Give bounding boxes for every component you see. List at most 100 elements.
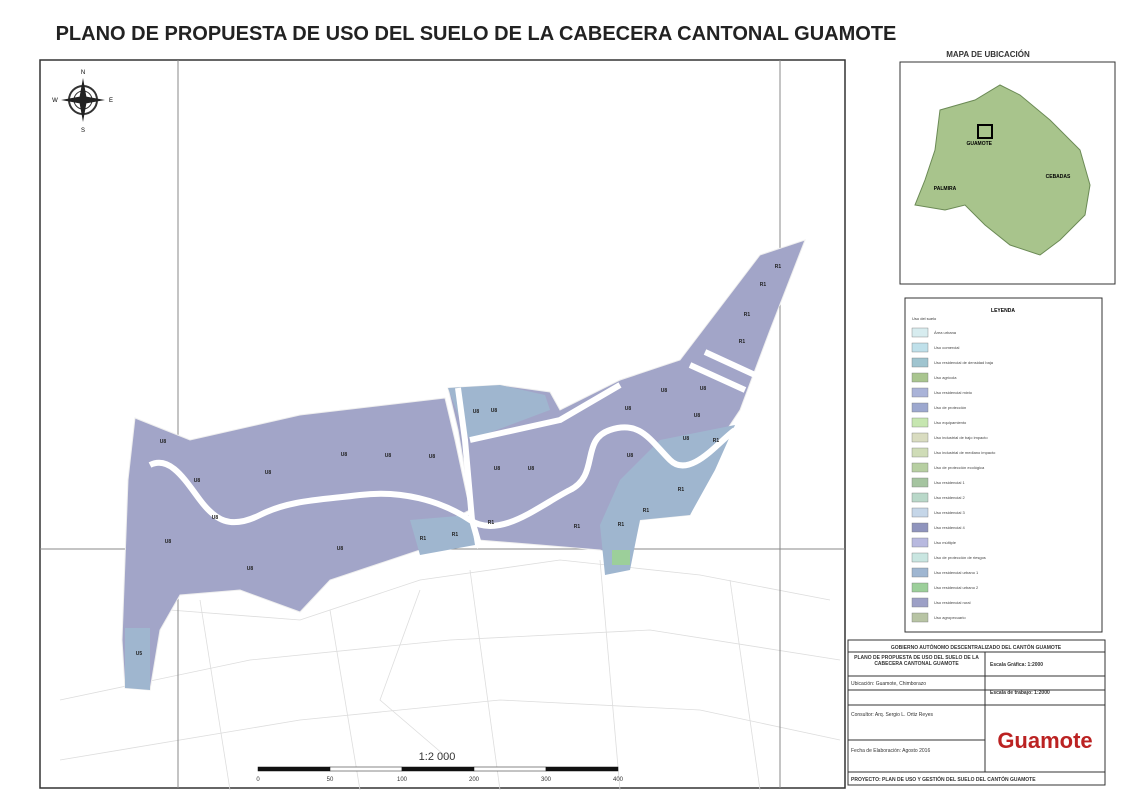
consultant: Consultor: Arq. Sergio L. Ortiz Reyes xyxy=(851,712,933,718)
zone-label: U8 xyxy=(160,439,167,445)
scale-segment xyxy=(258,767,330,771)
legend-swatch xyxy=(912,568,928,577)
plan-box: PLANO DE PROPUESTA DE USO DEL SUELO DE L… xyxy=(850,655,983,675)
zone-label: U8 xyxy=(265,470,272,476)
zone-label: U8 xyxy=(212,515,219,521)
scale-segment xyxy=(546,767,618,771)
zone-label: R1 xyxy=(574,524,581,530)
legend-subtitle: Uso del suelo xyxy=(912,316,937,321)
legend-swatch xyxy=(912,433,928,442)
legend-swatch xyxy=(912,523,928,532)
zone-label: U8 xyxy=(627,453,634,459)
zone-label: U8 xyxy=(683,436,690,442)
project: PROYECTO: PLAN DE USO Y GESTIÓN DEL SUEL… xyxy=(851,775,1036,783)
zone-label: R1 xyxy=(618,522,625,528)
legend-label: Uso industrial de bajo impacto xyxy=(934,435,988,440)
zone-label: U8 xyxy=(165,539,172,545)
zone-label: R1 xyxy=(678,487,685,493)
inset-title: MAPA DE UBICACIÓN xyxy=(946,50,1030,59)
north-label: N xyxy=(81,70,85,76)
legend-label: Uso múltiple xyxy=(934,540,957,545)
legend-swatch xyxy=(912,583,928,592)
logo: Guamote xyxy=(997,728,1092,753)
zone-label: R1 xyxy=(488,520,495,526)
legend-label: Uso agropecuario xyxy=(934,615,966,620)
title: PLANO DE PROPUESTA DE USO DEL SUELO DE L… xyxy=(56,23,897,45)
legend-swatch xyxy=(912,613,928,622)
zone-label: R1 xyxy=(744,312,751,318)
legend-swatch xyxy=(912,493,928,502)
zone-label: U8 xyxy=(473,409,480,415)
legend-swatch xyxy=(912,388,928,397)
zone-label: R1 xyxy=(643,508,650,514)
legend-swatch xyxy=(912,373,928,382)
scale-text: 1:2 000 xyxy=(419,751,456,763)
scale-label: 300 xyxy=(541,777,552,783)
zone-label: U8 xyxy=(694,413,701,419)
zone-label: U8 xyxy=(337,546,344,552)
legend-label: Uso industrial de mediano impacto xyxy=(934,450,996,455)
institution: GOBIERNO AUTÓNOMO DESCENTRALIZADO DEL CA… xyxy=(891,643,1062,651)
legend-label: Uso residencial de densidad baja xyxy=(934,360,994,365)
legend-label: Uso de protección ecológica xyxy=(934,465,985,470)
place-label: GUAMOTE xyxy=(966,141,992,147)
zone-label: U8 xyxy=(491,408,498,414)
east-label: E xyxy=(109,98,113,104)
legend-swatch xyxy=(912,598,928,607)
scale-label: 400 xyxy=(613,777,624,783)
zone-label: R1 xyxy=(420,536,427,542)
zone-label: R1 xyxy=(452,532,459,538)
zone-label: U8 xyxy=(700,386,707,392)
legend-label: Uso residencial urbano 2 xyxy=(934,585,979,590)
legend-label: Uso de protección de riesgos xyxy=(934,555,986,560)
plan-name: PLANO DE PROPUESTA DE USO DEL SUELO DE L… xyxy=(850,655,983,667)
legend-swatch xyxy=(912,358,928,367)
legend-label: Uso residencial 1 xyxy=(934,480,965,485)
zone-label: U5 xyxy=(136,651,143,657)
scale-label: 200 xyxy=(469,777,480,783)
legend-swatch xyxy=(912,418,928,427)
date: Fecha de Elaboración: Agosto 2016 xyxy=(851,748,930,754)
graphic-scale: Escala Gráfica: 1:2000 xyxy=(990,662,1043,668)
zone-label: U8 xyxy=(429,454,436,460)
work-scale: Escala de trabajo: 1:2000 xyxy=(990,690,1050,696)
legend-label: Uso comercial xyxy=(934,345,959,350)
scale-label: 50 xyxy=(327,777,334,783)
south-label: S xyxy=(81,128,85,134)
zone-label: U8 xyxy=(194,478,201,484)
legend-swatch xyxy=(912,328,928,337)
legend-label: Uso residencial 4 xyxy=(934,525,965,530)
west-label: W xyxy=(52,98,58,104)
zone-label: R1 xyxy=(713,438,720,444)
legend-swatch xyxy=(912,508,928,517)
legend-swatch xyxy=(912,403,928,412)
scale-segment xyxy=(330,767,402,771)
legend-label: Uso residencial rural xyxy=(934,600,971,605)
zone-label: R1 xyxy=(775,264,782,270)
legend-swatch xyxy=(912,553,928,562)
zone-label: U8 xyxy=(341,452,348,458)
zone-label: R1 xyxy=(760,282,767,288)
zone-green xyxy=(612,550,630,565)
legend-label: Uso de protección xyxy=(934,405,966,410)
location: Ubicación: Guamote, Chimborazo xyxy=(851,681,926,687)
scale-label: 100 xyxy=(397,777,408,783)
scale-segment xyxy=(402,767,474,771)
zone-label: U8 xyxy=(625,406,632,412)
zone-label: R1 xyxy=(739,339,746,345)
legend-label: Uso agrícola xyxy=(934,375,957,380)
zone-label: U8 xyxy=(247,566,254,572)
legend-swatch xyxy=(912,448,928,457)
legend-swatch xyxy=(912,478,928,487)
legend-label: Uso residencial 2 xyxy=(934,495,965,500)
legend-label: Uso residencial mixto xyxy=(934,390,973,395)
legend-label: Área urbana xyxy=(934,330,957,335)
place-label: PALMIRA xyxy=(934,186,957,192)
legend-label: Uso residencial 3 xyxy=(934,510,965,515)
zone-label: U8 xyxy=(385,453,392,459)
place-label: CEBADAS xyxy=(1046,174,1071,180)
zone-commercial xyxy=(125,628,150,690)
legend-title: LEYENDA xyxy=(991,308,1015,314)
scale-segment xyxy=(474,767,546,771)
legend-label: Uso residencial urbano 1 xyxy=(934,570,979,575)
